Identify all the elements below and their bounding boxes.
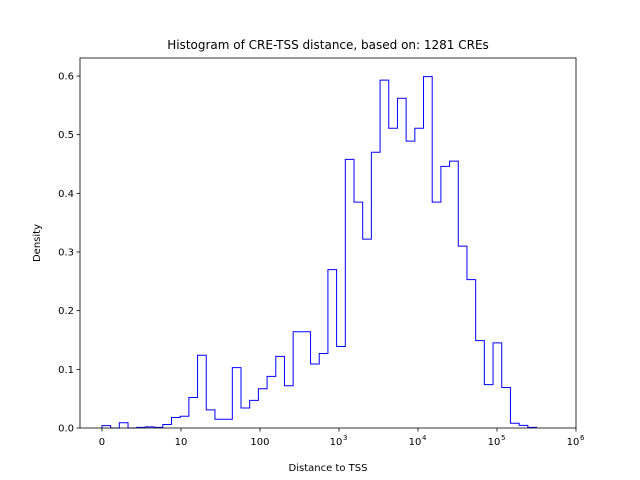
x-axis-label: Distance to TSS [289,463,368,474]
histogram-bin [276,356,285,428]
histogram-bin [510,423,519,428]
histogram-bin [302,332,311,428]
histogram-bin [311,364,320,428]
x-tick-label: 0 [99,437,105,448]
histogram-bin [224,419,233,428]
histogram-bin [415,128,424,428]
histogram-bin [371,152,380,428]
histogram-bin [198,355,207,428]
histogram-bin [319,353,328,428]
y-tick-label: 0.4 [58,189,74,200]
histogram-bin [467,280,476,428]
x-tick-label: 10 [330,437,343,448]
histogram-bin [206,410,215,428]
x-tick-label: 100 [250,437,269,448]
histogram-bin [293,332,302,428]
histogram-bin [232,368,241,428]
histogram-bin [163,424,172,428]
y-tick-label: 0.5 [58,130,74,141]
histogram-bin [493,343,502,428]
histogram-bin [441,166,450,428]
histogram-bin [380,80,389,428]
histogram-bin [450,161,459,428]
histogram-steps [101,76,537,429]
histogram-bin [258,389,267,428]
x-tick-label: 10 [488,437,501,448]
histogram-bin [337,346,346,428]
x-axis-ticks: 0 10 100 10 3 10 4 10 5 10 6 [99,428,585,448]
y-axis-ticks: 0.0 0.1 0.2 0.3 0.4 0.5 0.6 [58,72,80,435]
chart-title: Histogram of CRE-TSS distance, based on:… [167,38,489,52]
histogram-bin [484,385,493,428]
histogram-bin [180,416,189,428]
histogram-bin [354,202,363,428]
histogram-bin [397,98,406,428]
y-tick-label: 0.3 [58,248,74,259]
histogram-bin [119,423,128,428]
histogram-bin [215,419,224,428]
histogram-bin [363,239,372,428]
histogram-bin [171,417,180,428]
histogram-bin [284,386,293,428]
histogram-bin [476,341,485,428]
x-tick-label: 10 [567,437,580,448]
histogram-bin [458,246,467,428]
axes-frame [79,57,577,429]
histogram-bin [406,141,415,428]
x-tick-label: 10 [175,437,188,448]
histogram-bin [250,400,259,428]
histogram-outline [101,76,537,429]
y-tick-label: 0.6 [58,72,74,83]
x-tick-exponent: 4 [422,434,427,442]
histogram-bin [502,388,511,428]
y-tick-label: 0.0 [58,424,74,435]
histogram-bin [432,202,441,428]
x-tick-exponent: 6 [580,434,585,442]
histogram-bin [389,128,398,428]
histogram-bin [345,159,354,428]
x-tick-label: 10 [409,437,422,448]
y-axis-label: Density [32,224,43,262]
y-tick-label: 0.1 [58,365,74,376]
y-tick-label: 0.2 [58,306,74,317]
histogram-bin [267,376,276,428]
histogram-bin [328,270,337,428]
histogram-bin [424,77,433,428]
x-tick-exponent: 3 [343,434,347,442]
x-tick-exponent: 5 [501,434,505,442]
histogram-bin [189,397,198,428]
histogram-bin [241,408,250,428]
